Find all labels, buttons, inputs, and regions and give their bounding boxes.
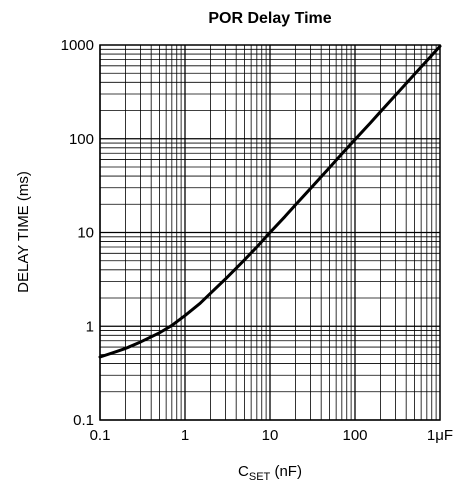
grid [99, 45, 440, 421]
series-line [98, 44, 442, 359]
x-tick-label: 0.1 [90, 427, 111, 444]
y-tick-label: 0.1 [73, 412, 94, 429]
x-tick-label: 100 [342, 427, 367, 444]
plot-frame [99, 44, 441, 421]
y-tick-label: 10 [77, 225, 94, 242]
y-tick-label: 1 [86, 318, 94, 335]
x-tick-label: 1 [181, 427, 189, 444]
x-axis-label: CSET (nF) [238, 463, 302, 483]
x-axis-label-subscript: SET [249, 471, 271, 483]
x-tick-label: 1μF [427, 427, 453, 444]
x-axis-label-main: C [238, 463, 249, 480]
chart-title: POR Delay Time [208, 10, 331, 27]
x-tick-label: 10 [262, 427, 279, 444]
tick-labels: 0.1 1 10 100 1μF 0.1 1 10 100 1000 [61, 37, 453, 444]
x-axis-label-unit: (nF) [270, 463, 302, 480]
y-axis-label: DELAY TIME (ms) [15, 171, 32, 293]
y-tick-label: 1000 [61, 37, 94, 54]
y-tick-label: 100 [69, 131, 94, 148]
